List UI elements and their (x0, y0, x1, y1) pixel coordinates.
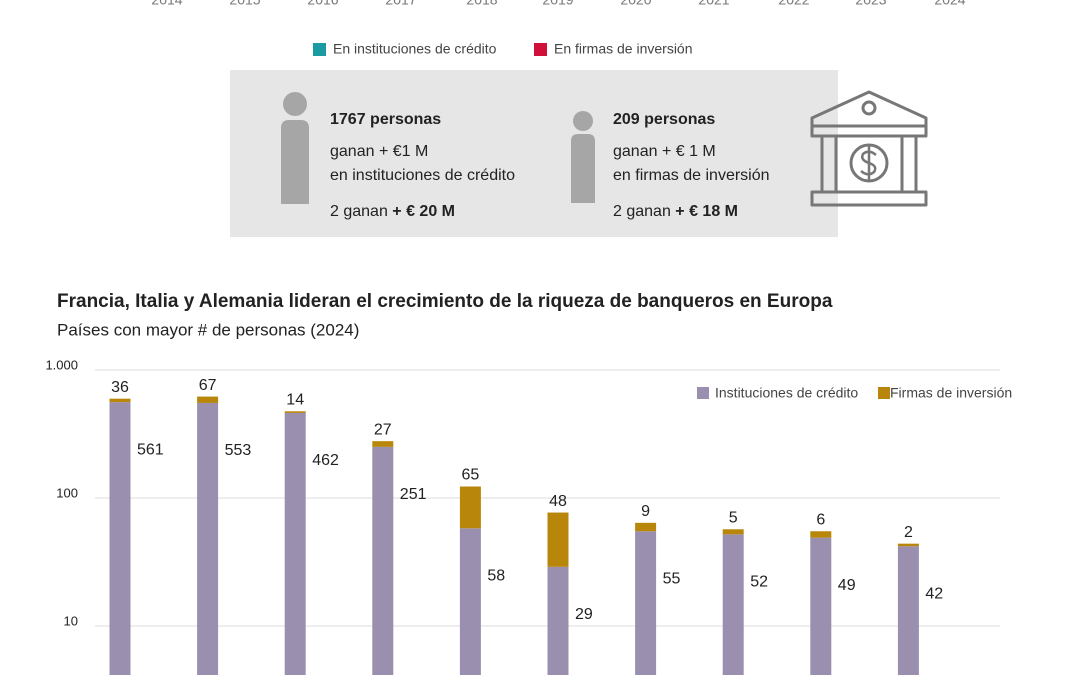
value-label: 48 (549, 493, 567, 510)
legend-label: Firmas de inversión (890, 385, 1012, 401)
value-label: 14 (286, 391, 304, 408)
bar (897, 543, 919, 547)
value-label: 251 (400, 486, 427, 503)
legend-label: Instituciones de crédito (715, 385, 858, 401)
x-tick-label: 2023 (855, 0, 886, 8)
value-label: 49 (838, 577, 856, 594)
y-tick-label: 10 (64, 613, 78, 628)
bar (459, 528, 481, 675)
value-label: 42 (925, 585, 943, 602)
bar (197, 402, 219, 675)
x-tick-label: 2018 (466, 0, 497, 8)
info-highlight: + € 20 M (392, 203, 455, 220)
info-line: en instituciones de crédito (330, 167, 515, 184)
bar (722, 534, 744, 675)
bar (635, 522, 657, 532)
person-icon (281, 92, 309, 204)
bar (897, 546, 919, 675)
value-label: 9 (641, 503, 650, 520)
bar (284, 412, 306, 675)
bar (197, 396, 219, 403)
legend-label: En firmas de inversión (554, 41, 693, 57)
value-label: 2 (904, 524, 913, 541)
bar (284, 411, 306, 413)
legend-swatch (534, 43, 547, 56)
x-tick-label: 2022 (778, 0, 809, 8)
person-icon (571, 111, 595, 203)
value-label: 561 (137, 441, 164, 458)
value-label: 553 (225, 442, 252, 459)
x-tick-label: 2014 (151, 0, 182, 8)
bar (372, 446, 394, 675)
bar (722, 529, 744, 535)
info-highlight: + € 18 M (675, 203, 738, 220)
x-tick-label: 2024 (934, 0, 965, 8)
x-tick-label: 2021 (698, 0, 729, 8)
info-line: ganan + € 1 M (613, 143, 716, 160)
bar (372, 441, 394, 447)
value-label: 52 (750, 574, 768, 591)
bar (547, 566, 569, 675)
info-line: ganan + €1 M (330, 143, 428, 160)
y-tick-label: 1.000 (45, 357, 78, 372)
x-tick-label: 2019 (542, 0, 573, 8)
bar (547, 512, 569, 567)
bar (109, 402, 131, 675)
legend-swatch (313, 43, 326, 56)
chart-title: Francia, Italia y Alemania lideran el cr… (57, 291, 833, 312)
bar (459, 486, 481, 529)
value-label: 58 (487, 568, 505, 585)
legend-label: En instituciones de crédito (333, 41, 497, 57)
info-headline: 1767 personas (330, 111, 441, 128)
chart-subtitle: Países con mayor # de personas (2024) (57, 320, 359, 339)
info-line: 2 ganan + € 20 M (330, 203, 455, 220)
bar (810, 531, 832, 538)
info-prefix: 2 ganan (330, 203, 392, 220)
y-tick-label: 100 (56, 485, 78, 500)
value-label: 65 (462, 467, 480, 484)
value-label: 67 (199, 377, 217, 394)
x-tick-label: 2017 (385, 0, 416, 8)
value-label: 462 (312, 452, 339, 469)
info-prefix: 2 ganan (613, 203, 675, 220)
bar (635, 531, 657, 675)
info-box (230, 70, 838, 237)
info-headline: 209 personas (613, 111, 715, 128)
bank-icon (810, 90, 928, 207)
value-label: 5 (729, 509, 738, 526)
value-label: 6 (816, 511, 825, 528)
info-line: en firmas de inversión (613, 167, 770, 184)
legend-swatch (697, 387, 709, 399)
x-tick-label: 2020 (620, 0, 651, 8)
bar (810, 537, 832, 675)
info-line: 2 ganan + € 18 M (613, 203, 738, 220)
value-label: 55 (663, 570, 681, 587)
value-label: 36 (111, 379, 129, 396)
x-tick-label: 2016 (307, 0, 338, 8)
value-label: 27 (374, 421, 392, 438)
legend-swatch (878, 387, 890, 399)
value-label: 29 (575, 606, 593, 623)
x-tick-label: 2015 (229, 0, 260, 8)
bar (109, 398, 131, 403)
